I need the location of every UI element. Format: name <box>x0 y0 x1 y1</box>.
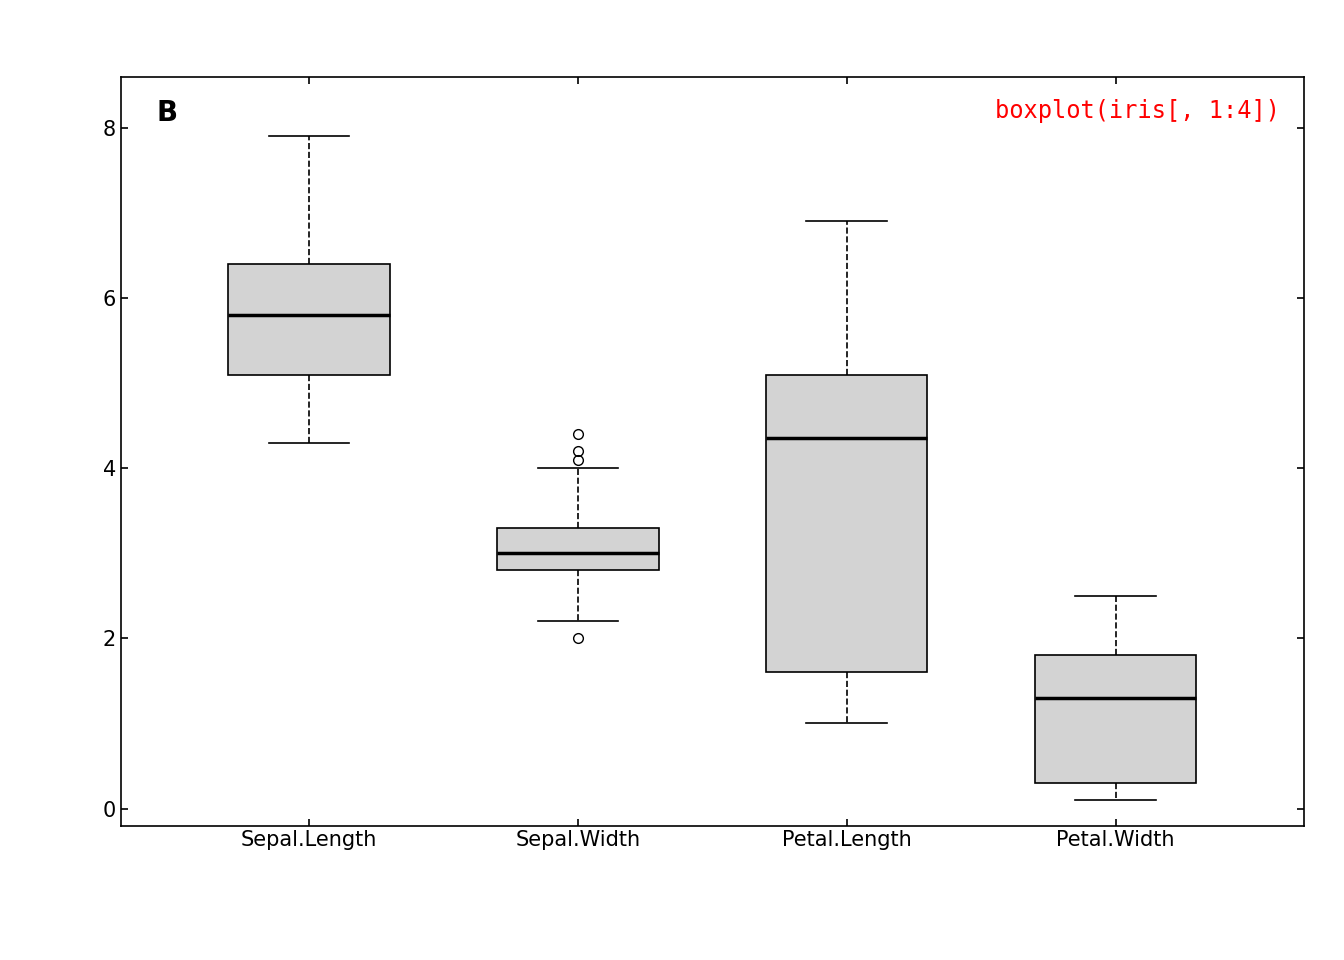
PathPatch shape <box>1035 656 1196 783</box>
PathPatch shape <box>766 374 927 672</box>
PathPatch shape <box>228 264 390 374</box>
Text: boxplot(iris[, 1:4]): boxplot(iris[, 1:4]) <box>995 99 1279 123</box>
PathPatch shape <box>497 528 659 570</box>
Text: B: B <box>156 99 177 128</box>
